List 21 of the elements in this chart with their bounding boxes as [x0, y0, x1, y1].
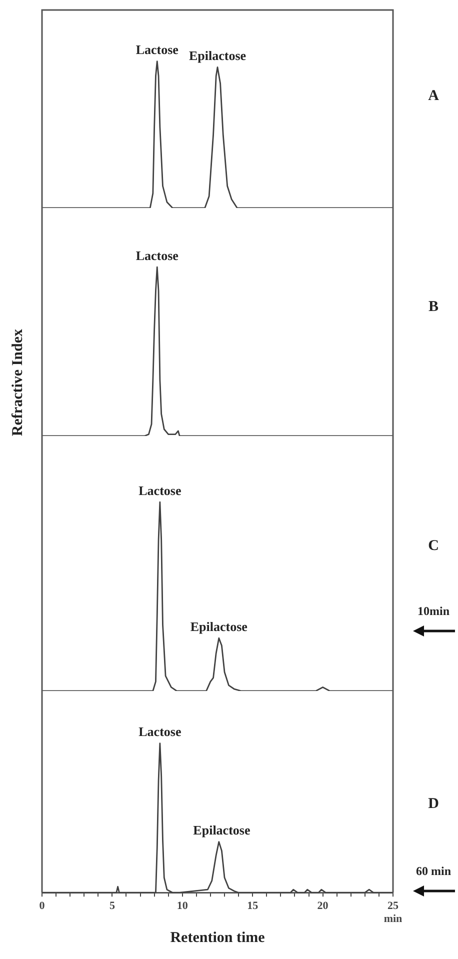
annotation: Lactose [138, 482, 182, 498]
x-tick-label: 0 [39, 900, 46, 912]
annotation: Lactose [138, 724, 182, 740]
text: C [428, 538, 439, 554]
text: 60 min [416, 864, 451, 878]
x-tick-label: 15 [247, 900, 259, 912]
text: B [428, 299, 438, 316]
annotation: Epilactose [193, 822, 250, 838]
annotation: Lactose [136, 42, 179, 58]
x-tick-label: 25 min [384, 900, 402, 926]
x-tick-label: 20 [317, 900, 329, 912]
text: D [428, 796, 439, 812]
annotation: Epilactose [190, 618, 248, 634]
annotation: Epilactose [188, 48, 246, 64]
y-axis-title: Refractive Index [10, 328, 27, 436]
x-tick-label: 5 [109, 900, 116, 912]
text: 10min [417, 604, 450, 618]
x-axis-title: Retention time [170, 930, 266, 946]
x-tick-label: 10 [176, 900, 188, 912]
text: A [428, 88, 439, 104]
annotation: Lactose [136, 248, 179, 263]
